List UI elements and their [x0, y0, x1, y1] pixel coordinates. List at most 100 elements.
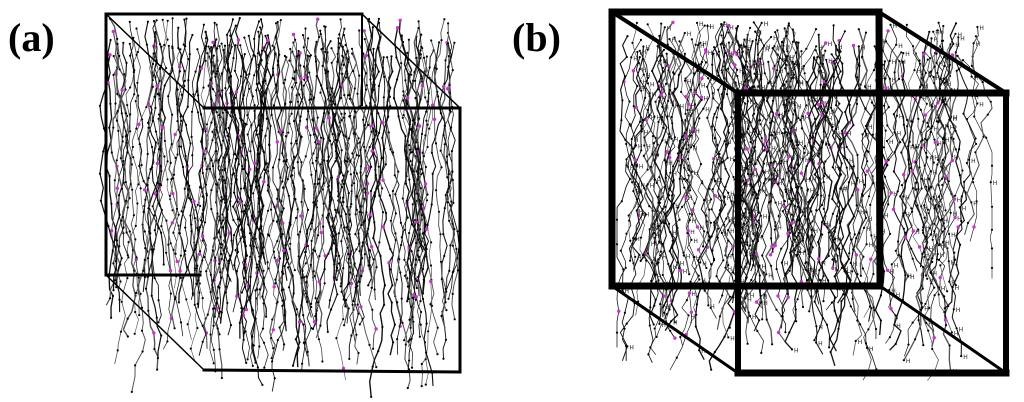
svg-text:H: H [810, 187, 815, 194]
svg-text:H: H [860, 209, 865, 216]
svg-text:H: H [943, 218, 948, 225]
svg-text:H: H [825, 101, 830, 108]
svg-text:H: H [838, 131, 843, 138]
svg-text:H: H [955, 42, 960, 49]
svg-text:H: H [746, 38, 751, 45]
svg-text:H: H [757, 72, 762, 79]
svg-text:H: H [806, 177, 811, 184]
svg-text:H: H [729, 122, 734, 129]
svg-text:H: H [693, 88, 698, 95]
svg-text:H: H [776, 44, 781, 51]
svg-text:H: H [639, 50, 644, 57]
svg-text:H: H [757, 30, 762, 37]
svg-text:H: H [707, 24, 712, 31]
svg-text:H: H [933, 233, 938, 240]
svg-text:H: H [821, 70, 826, 77]
svg-text:H: H [650, 81, 655, 88]
svg-text:H: H [640, 182, 645, 189]
svg-text:H: H [658, 100, 663, 107]
svg-text:H: H [928, 321, 933, 328]
svg-text:H: H [976, 41, 981, 48]
svg-text:H: H [765, 169, 770, 176]
svg-text:H: H [839, 247, 844, 254]
svg-text:H: H [777, 224, 782, 231]
svg-text:H: H [642, 79, 647, 86]
svg-text:H: H [650, 182, 655, 189]
svg-text:H: H [929, 246, 934, 253]
svg-text:H: H [749, 251, 754, 258]
svg-text:H: H [705, 107, 710, 114]
svg-text:H: H [667, 25, 672, 32]
svg-text:H: H [971, 158, 976, 165]
svg-text:H: H [893, 23, 898, 30]
svg-text:H: H [699, 21, 704, 28]
svg-text:H: H [824, 220, 829, 227]
svg-text:H: H [788, 188, 793, 195]
svg-text:H: H [732, 219, 737, 226]
svg-text:H: H [702, 41, 707, 48]
panel-b-simulation-box: H H H H H H H H H H H H H H H H H H H H H H H H H H H H H H H H H H H H H H H H… [608, 8, 1010, 381]
svg-text:H: H [924, 252, 929, 259]
svg-text:H: H [664, 138, 669, 145]
svg-text:H: H [730, 191, 735, 198]
svg-text:H: H [896, 323, 901, 330]
svg-text:H: H [954, 331, 959, 338]
svg-text:H: H [849, 166, 854, 173]
svg-text:H: H [800, 250, 805, 257]
svg-text:H: H [910, 274, 915, 281]
svg-text:H: H [944, 177, 949, 184]
svg-text:H: H [818, 44, 823, 51]
svg-text:H: H [641, 213, 646, 220]
svg-text:H: H [732, 295, 737, 302]
svg-text:H: H [889, 139, 894, 146]
svg-text:H: H [884, 213, 889, 220]
svg-text:H: H [717, 179, 722, 186]
svg-text:H: H [924, 305, 929, 312]
svg-text:H: H [750, 292, 755, 299]
svg-text:H: H [683, 269, 688, 276]
svg-text:H: H [695, 128, 700, 135]
svg-text:H: H [761, 85, 766, 92]
svg-text:H: H [701, 348, 706, 355]
svg-text:H: H [807, 250, 812, 257]
svg-text:H: H [835, 266, 840, 273]
svg-text:H: H [738, 81, 743, 88]
svg-text:H: H [763, 300, 768, 307]
svg-text:H: H [750, 99, 755, 106]
svg-text:H: H [673, 264, 678, 271]
svg-text:H: H [907, 273, 912, 280]
svg-text:H: H [684, 118, 689, 125]
svg-text:H: H [993, 180, 998, 187]
svg-text:H: H [639, 164, 644, 171]
svg-text:H: H [776, 130, 781, 137]
svg-text:H: H [710, 303, 715, 310]
svg-text:H: H [710, 76, 715, 83]
svg-text:H: H [775, 46, 780, 53]
svg-text:H: H [657, 178, 662, 185]
svg-text:H: H [942, 97, 947, 104]
svg-text:H: H [939, 61, 944, 68]
svg-text:H: H [772, 178, 777, 185]
svg-text:H: H [690, 229, 695, 236]
svg-text:H: H [773, 35, 778, 42]
svg-text:H: H [642, 49, 647, 56]
svg-text:H: H [740, 279, 745, 286]
svg-text:H: H [951, 232, 956, 239]
svg-text:H: H [758, 235, 763, 242]
svg-text:H: H [933, 126, 938, 133]
edge [609, 283, 741, 376]
svg-text:H: H [785, 209, 790, 216]
svg-text:H: H [869, 242, 874, 249]
svg-text:H: H [866, 226, 871, 233]
svg-text:H: H [700, 43, 705, 50]
edge [875, 8, 884, 290]
svg-text:H: H [644, 129, 649, 136]
svg-text:H: H [979, 25, 984, 32]
svg-text:H: H [723, 22, 728, 29]
svg-text:H: H [662, 253, 667, 260]
svg-text:H: H [687, 79, 692, 86]
svg-text:H: H [743, 265, 748, 272]
svg-text:H: H [701, 278, 706, 285]
svg-text:H: H [782, 56, 787, 63]
svg-text:H: H [823, 104, 828, 111]
